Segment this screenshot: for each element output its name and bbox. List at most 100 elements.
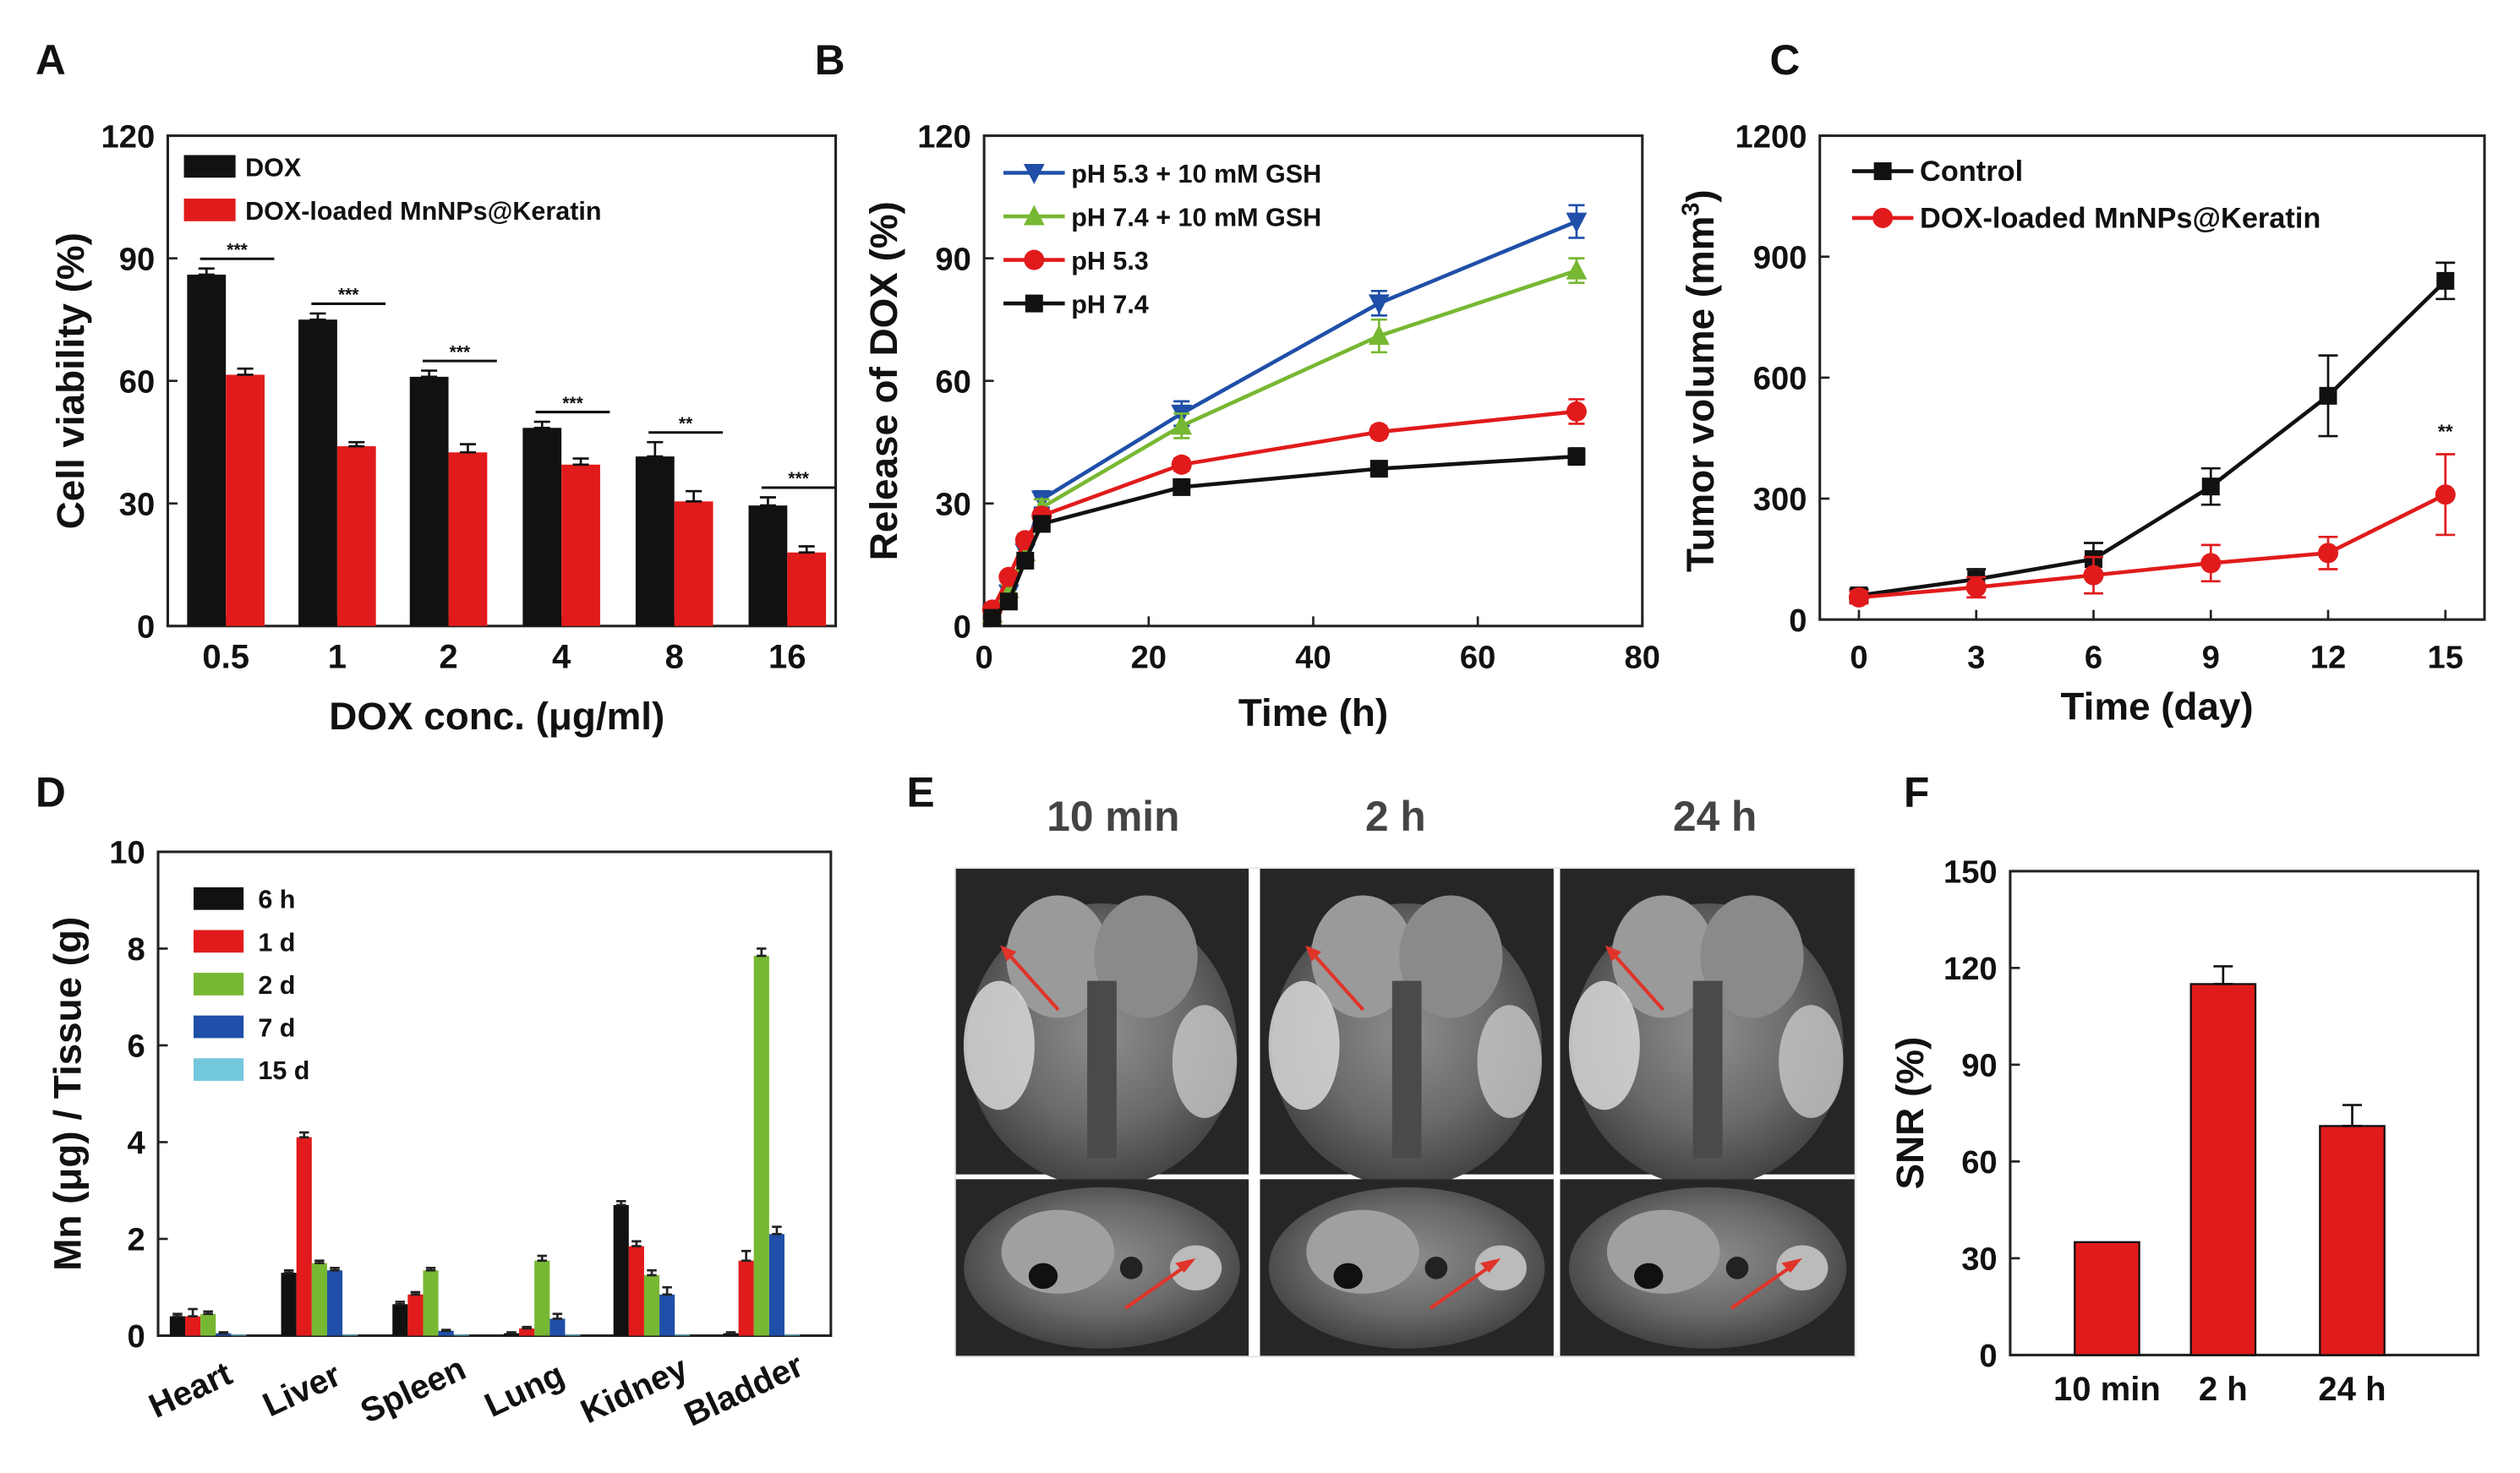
plot-frame [156,850,833,1338]
y-tick-label: 0 [1789,603,1807,639]
legend-marker [1024,249,1045,270]
x-tick-label: Bladder [679,1347,809,1434]
y-tick-label: 120 [1943,951,1998,987]
x-tick-label: 0.5 [202,638,249,675]
legend-swatch [194,1058,244,1081]
legend-swatch [183,155,236,178]
significance-marker: *** [338,286,359,305]
y-axis-title-superscript: 3 [1678,203,1705,216]
legend-swatch [194,930,244,953]
y-axis-title: SNR (%) [1889,1037,1932,1190]
time-label: 2 h [1365,793,1426,840]
tumor-arrow [1307,947,1365,1012]
legend-label: Control [1920,155,2023,188]
data-point [1173,477,1191,496]
mri-bright-region [963,980,1035,1110]
data-point [1016,551,1035,570]
y-tick-label: 0 [128,1318,145,1355]
y-tick-label: 2 [128,1222,145,1258]
x-tick-label: Spleen [355,1350,472,1430]
tumor-arrow-head [1000,945,1017,962]
bar [281,1273,297,1336]
time-label: 10 min [1047,793,1179,840]
bar [784,1334,801,1336]
data-point [1032,515,1051,533]
bar [311,1263,327,1336]
tumor-arrow-head [1604,945,1621,962]
panel-letter: B [815,36,845,84]
y-axis-title: Mn (μg) / Tissue (g) [46,917,89,1271]
legend-label: 6 h [258,886,295,914]
coronal-mri-image [1260,868,1554,1187]
y-tick-label: 900 [1753,239,1807,276]
legend-marker [1023,164,1045,184]
y-tick-label: 90 [935,241,970,277]
bar [326,1270,343,1336]
x-tick-label: 8 [665,638,684,675]
mri-organ [1094,895,1198,1018]
y-tick-label: 300 [1753,482,1807,518]
bar [503,1333,520,1336]
data-point [2436,271,2455,290]
panel-f-bar-chart: 0 30 60 90 120 150 10 min 2 h 24 h SNR (%) [1889,854,2479,1408]
mri-bright-region [1477,1005,1542,1118]
x-tick-label: Kidney [575,1350,693,1432]
y-tick-label: 4 [128,1125,146,1161]
y-tick-label: 60 [1961,1144,1997,1181]
x-axis-title: Time (h) [1238,691,1388,734]
legend-marker [1025,294,1043,313]
bar [200,1313,216,1336]
y-tick-label: 0 [954,609,971,646]
x-tick-label: 1 [328,638,347,675]
bar [519,1328,535,1336]
y-tick-label: 10 [109,835,145,871]
legend-swatch [194,1015,244,1039]
legend-label: DOX [245,153,302,182]
mri-dark-spot [1119,1256,1143,1279]
panel-letter: A [36,36,66,84]
mri-bright-region [1779,1005,1844,1118]
series-line [991,220,1577,615]
bar [342,1334,358,1336]
bar [187,274,227,626]
y-tick-label: 90 [1961,1048,1997,1084]
bar [565,1334,581,1336]
mri-dark-spot [1333,1263,1363,1290]
bar [438,1330,454,1336]
y-axis-title-suffix: ) [1679,189,1722,202]
panel-b-line-chart: 0 30 60 90 120 0 20 40 60 80 Time (h) Release of DO… [862,118,1660,734]
axial-mri-image [954,1179,1249,1357]
data-point [2201,477,2220,496]
panel-letter: F [1904,769,1929,816]
mri-organ [1006,895,1110,1018]
significance-marker: *** [227,240,248,259]
mri-dark-spot [1634,1263,1664,1290]
data-point [1368,294,1390,315]
data-point [1566,401,1587,422]
data-point [1566,259,1588,280]
x-tick-label: 6 [2085,639,2102,675]
legend-swatch [194,887,244,910]
data-point [2319,386,2337,405]
bar [561,464,600,626]
y-tick-label: 30 [1961,1241,1997,1278]
data-point [2083,565,2104,586]
bar [674,501,713,626]
significance-marker: *** [450,342,471,362]
data-point [998,566,1019,587]
y-tick-label: 0 [1979,1338,1997,1374]
y-axis-title: Tumor volume (mm3) [1678,189,1722,572]
data-point [1848,586,1870,608]
legend-swatch [194,973,244,996]
data-point [1369,422,1390,443]
x-tick-label: 20 [1131,639,1167,675]
data-point [1171,454,1192,475]
tumor-arrow-head [1304,945,1322,962]
mri-dark-spot [1424,1256,1448,1279]
legend-label: pH 5.3 + 10 mM GSH [1071,160,1321,188]
series-line [1858,279,2447,597]
series-line [990,268,1577,615]
bar [184,1316,201,1336]
data-point [1567,447,1586,466]
data-point [1368,325,1390,346]
